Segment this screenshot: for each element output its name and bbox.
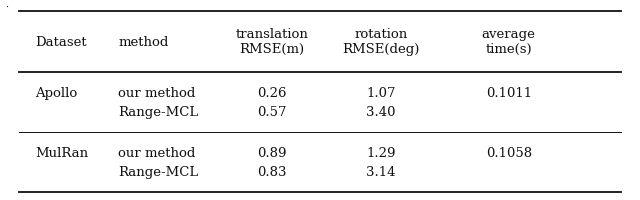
Text: average
time(s): average time(s) — [482, 28, 536, 56]
Text: translation
RMSE(m): translation RMSE(m) — [236, 28, 308, 56]
Text: our method: our method — [118, 87, 196, 99]
Text: 0.1058: 0.1058 — [486, 147, 532, 159]
Text: rotation
RMSE(deg): rotation RMSE(deg) — [342, 28, 419, 56]
Text: 0.26: 0.26 — [257, 87, 287, 99]
Text: Range-MCL: Range-MCL — [118, 106, 198, 118]
Text: 1.29: 1.29 — [366, 147, 396, 159]
Text: 0.83: 0.83 — [257, 166, 287, 178]
Text: 0.1011: 0.1011 — [486, 87, 532, 99]
Text: 3.40: 3.40 — [366, 106, 396, 118]
Text: ·: · — [5, 3, 8, 12]
Text: our method: our method — [118, 147, 196, 159]
Text: method: method — [118, 36, 169, 48]
Text: 3.14: 3.14 — [366, 166, 396, 178]
Text: 1.07: 1.07 — [366, 87, 396, 99]
Text: Range-MCL: Range-MCL — [118, 166, 198, 178]
Text: Dataset: Dataset — [35, 36, 87, 48]
Text: Apollo: Apollo — [35, 87, 77, 99]
Text: MulRan: MulRan — [35, 147, 88, 159]
Text: 0.89: 0.89 — [257, 147, 287, 159]
Text: 0.57: 0.57 — [257, 106, 287, 118]
